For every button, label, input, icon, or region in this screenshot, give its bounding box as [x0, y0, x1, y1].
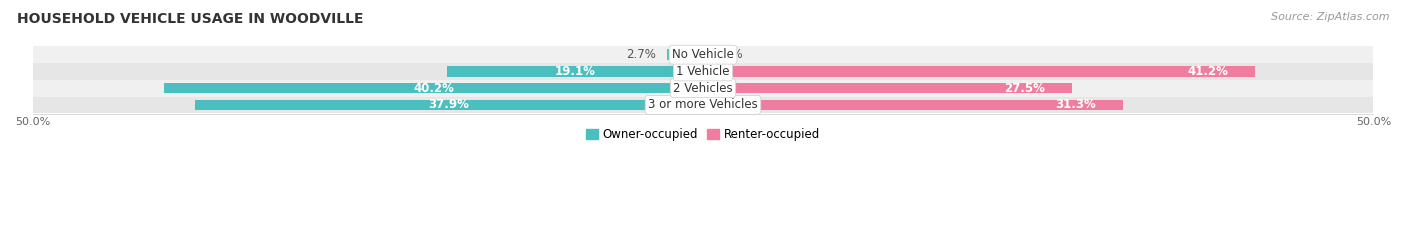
Text: 2.7%: 2.7% [626, 48, 657, 61]
Text: 1 Vehicle: 1 Vehicle [676, 65, 730, 78]
Bar [32, 46, 1374, 63]
Bar [32, 96, 1374, 113]
Text: 31.3%: 31.3% [1054, 98, 1095, 111]
Bar [32, 63, 1374, 80]
Text: 27.5%: 27.5% [1004, 82, 1045, 95]
Bar [703, 83, 1071, 93]
Bar [666, 49, 703, 60]
Bar [703, 66, 1256, 77]
Bar [165, 83, 703, 93]
Text: 41.2%: 41.2% [1188, 65, 1229, 78]
Bar [32, 80, 1374, 96]
Text: 19.1%: 19.1% [554, 65, 595, 78]
Legend: Owner-occupied, Renter-occupied: Owner-occupied, Renter-occupied [581, 124, 825, 146]
Text: HOUSEHOLD VEHICLE USAGE IN WOODVILLE: HOUSEHOLD VEHICLE USAGE IN WOODVILLE [17, 12, 363, 26]
Bar [703, 100, 1122, 110]
Bar [447, 66, 703, 77]
Text: No Vehicle: No Vehicle [672, 48, 734, 61]
Text: 0.0%: 0.0% [714, 48, 744, 61]
Text: 3 or more Vehicles: 3 or more Vehicles [648, 98, 758, 111]
Text: 37.9%: 37.9% [429, 98, 470, 111]
Text: Source: ZipAtlas.com: Source: ZipAtlas.com [1271, 12, 1389, 22]
Bar [195, 100, 703, 110]
Text: 40.2%: 40.2% [413, 82, 454, 95]
Text: 2 Vehicles: 2 Vehicles [673, 82, 733, 95]
